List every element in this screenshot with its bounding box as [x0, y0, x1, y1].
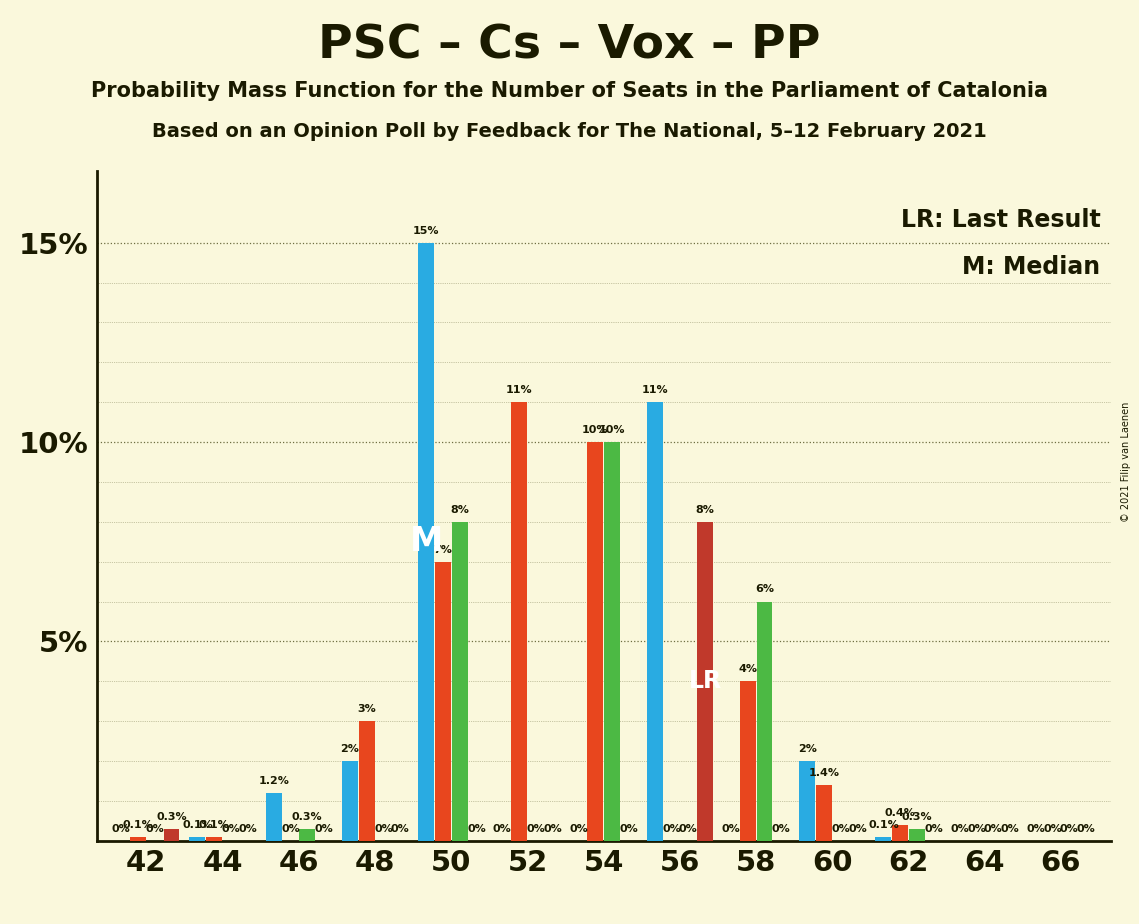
Bar: [435, 562, 451, 841]
Bar: [189, 837, 205, 841]
Text: 7%: 7%: [434, 544, 452, 554]
Bar: [909, 829, 925, 841]
Text: 0%: 0%: [493, 823, 511, 833]
Text: 0.1%: 0.1%: [868, 820, 899, 830]
Text: 0%: 0%: [772, 823, 790, 833]
Text: 0%: 0%: [1000, 823, 1019, 833]
Bar: [604, 442, 620, 841]
Text: 0%: 0%: [112, 823, 131, 833]
Bar: [300, 829, 316, 841]
Text: 0%: 0%: [662, 823, 681, 833]
Text: 6%: 6%: [755, 584, 775, 594]
Text: 0%: 0%: [722, 823, 740, 833]
Text: 10%: 10%: [599, 425, 625, 435]
Text: 0.3%: 0.3%: [902, 811, 932, 821]
Text: Based on an Opinion Poll by Feedback for The National, 5–12 February 2021: Based on an Opinion Poll by Feedback for…: [153, 122, 986, 141]
Text: 0%: 0%: [281, 823, 300, 833]
Text: 0.3%: 0.3%: [292, 811, 322, 821]
Text: LR: LR: [688, 669, 722, 693]
Text: 0%: 0%: [1076, 823, 1096, 833]
Text: M: M: [409, 525, 443, 558]
Text: 0%: 0%: [1043, 823, 1062, 833]
Text: © 2021 Filip van Laenen: © 2021 Filip van Laenen: [1122, 402, 1131, 522]
Text: 15%: 15%: [412, 225, 440, 236]
Text: 0%: 0%: [314, 823, 334, 833]
Bar: [647, 402, 663, 841]
Text: 8%: 8%: [696, 505, 714, 515]
Text: 0.1%: 0.1%: [123, 820, 154, 830]
Bar: [342, 761, 358, 841]
Bar: [816, 785, 831, 841]
Bar: [739, 681, 755, 841]
Text: 0%: 0%: [831, 823, 850, 833]
Bar: [756, 602, 772, 841]
Bar: [164, 829, 180, 841]
Text: 0%: 0%: [238, 823, 257, 833]
Text: 0%: 0%: [146, 823, 164, 833]
Text: 11%: 11%: [506, 385, 532, 395]
Bar: [265, 793, 281, 841]
Text: 2%: 2%: [797, 744, 817, 754]
Text: M: Median: M: Median: [962, 255, 1100, 279]
Text: 3%: 3%: [358, 704, 376, 714]
Bar: [206, 837, 222, 841]
Text: Probability Mass Function for the Number of Seats in the Parliament of Catalonia: Probability Mass Function for the Number…: [91, 81, 1048, 102]
Text: 0%: 0%: [570, 823, 588, 833]
Text: 0.1%: 0.1%: [182, 820, 213, 830]
Bar: [359, 722, 375, 841]
Text: 0%: 0%: [1060, 823, 1079, 833]
Text: 1.2%: 1.2%: [259, 776, 289, 785]
Text: 0%: 0%: [950, 823, 969, 833]
Bar: [800, 761, 816, 841]
Bar: [418, 243, 434, 841]
Text: 0%: 0%: [526, 823, 546, 833]
Text: 8%: 8%: [450, 505, 469, 515]
Text: 0%: 0%: [967, 823, 985, 833]
Text: 0%: 0%: [543, 823, 562, 833]
Text: 2%: 2%: [341, 744, 359, 754]
Text: 0%: 0%: [849, 823, 867, 833]
Text: 0%: 0%: [391, 823, 410, 833]
Text: 0%: 0%: [374, 823, 393, 833]
Bar: [130, 837, 146, 841]
Text: 0.4%: 0.4%: [885, 808, 916, 818]
Text: 4%: 4%: [738, 664, 757, 675]
Text: PSC – Cs – Vox – PP: PSC – Cs – Vox – PP: [318, 23, 821, 68]
Bar: [588, 442, 604, 841]
Text: 1.4%: 1.4%: [809, 768, 839, 778]
Text: 0.1%: 0.1%: [199, 820, 230, 830]
Bar: [697, 522, 713, 841]
Bar: [511, 402, 527, 841]
Text: 0%: 0%: [467, 823, 485, 833]
Text: 0%: 0%: [679, 823, 698, 833]
Bar: [876, 837, 892, 841]
Text: 0%: 0%: [620, 823, 638, 833]
Text: 10%: 10%: [582, 425, 608, 435]
Bar: [892, 825, 908, 841]
Text: 0%: 0%: [925, 823, 943, 833]
Text: 0%: 0%: [222, 823, 240, 833]
Text: 11%: 11%: [641, 385, 669, 395]
Text: 0.3%: 0.3%: [156, 811, 187, 821]
Text: 0%: 0%: [1026, 823, 1046, 833]
Text: 0%: 0%: [984, 823, 1002, 833]
Text: LR: Last Result: LR: Last Result: [901, 208, 1100, 232]
Bar: [452, 522, 468, 841]
